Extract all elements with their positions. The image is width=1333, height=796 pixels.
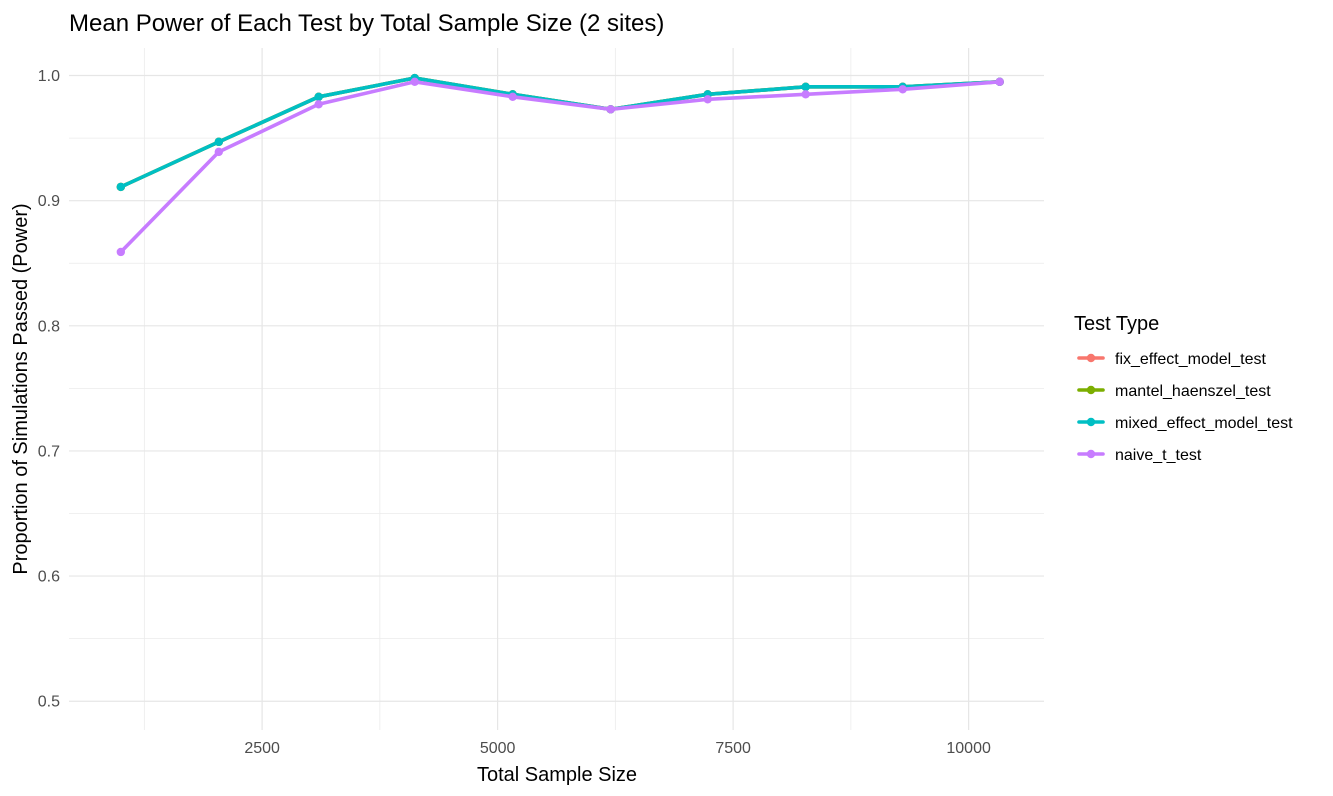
data-point: [801, 90, 810, 99]
data-point: [314, 100, 323, 109]
data-point: [116, 247, 126, 257]
data-point: [214, 147, 223, 157]
series-line: [119, 76, 1002, 189]
data-point: [995, 77, 1004, 86]
x-axis-title: Total Sample Size: [477, 764, 637, 786]
y-tick-label: 0.7: [38, 443, 60, 460]
x-tick-label: 2500: [244, 740, 280, 757]
legend: Test Type fix_effect_model_test mantel_ha…: [1074, 313, 1293, 464]
legend-label: naive_t_test: [1115, 447, 1202, 464]
x-tick-label: 5000: [480, 740, 516, 757]
legend-items: fix_effect_model_test mantel_haenszel_tes…: [1077, 351, 1293, 464]
series-line: [119, 76, 1002, 189]
data-point: [508, 92, 517, 102]
legend-title: Test Type: [1074, 313, 1159, 335]
grid: [69, 48, 1044, 730]
data-point: [410, 77, 419, 86]
y-tick-label: 0.9: [38, 193, 60, 210]
y-tick-label: 0.6: [38, 569, 60, 586]
legend-key-point: [1086, 417, 1096, 427]
chart-title: Mean Power of Each Test by Total Sample …: [69, 10, 664, 37]
data-point: [314, 92, 323, 102]
y-axis-title: Proportion of Simulations Passed (Power): [10, 203, 32, 574]
series-layer: [116, 73, 1004, 257]
x-tick-label: 10000: [946, 740, 991, 757]
y-tick-label: 1.0: [38, 68, 60, 85]
data-point: [116, 182, 126, 192]
series-naive_t_test: [116, 77, 1004, 257]
data-point: [801, 82, 810, 91]
legend-item: fix_effect_model_test: [1077, 351, 1266, 368]
data-point: [703, 95, 712, 104]
legend-label: mantel_haenszel_test: [1115, 383, 1271, 400]
legend-label: fix_effect_model_test: [1115, 351, 1266, 368]
legend-label: mixed_effect_model_test: [1115, 415, 1293, 432]
y-tick-label: 0.5: [38, 694, 60, 711]
data-point: [898, 85, 907, 94]
legend-item: mixed_effect_model_test: [1077, 415, 1293, 432]
legend-item: naive_t_test: [1077, 447, 1202, 464]
data-point: [606, 105, 615, 114]
legend-item: mantel_haenszel_test: [1077, 383, 1271, 400]
y-tick-label: 0.8: [38, 318, 60, 335]
series-line: [119, 80, 1002, 254]
legend-key-point: [1086, 385, 1096, 395]
x-tick-label: 7500: [715, 740, 751, 757]
legend-key-point: [1086, 353, 1096, 363]
tick-labels: 2500 5000 7500 10000 0.5 0.6 0.7 0.8 0.9 1.0: [38, 68, 991, 757]
legend-key-point: [1086, 449, 1096, 459]
data-point: [214, 137, 223, 147]
series-line: [119, 76, 1002, 189]
